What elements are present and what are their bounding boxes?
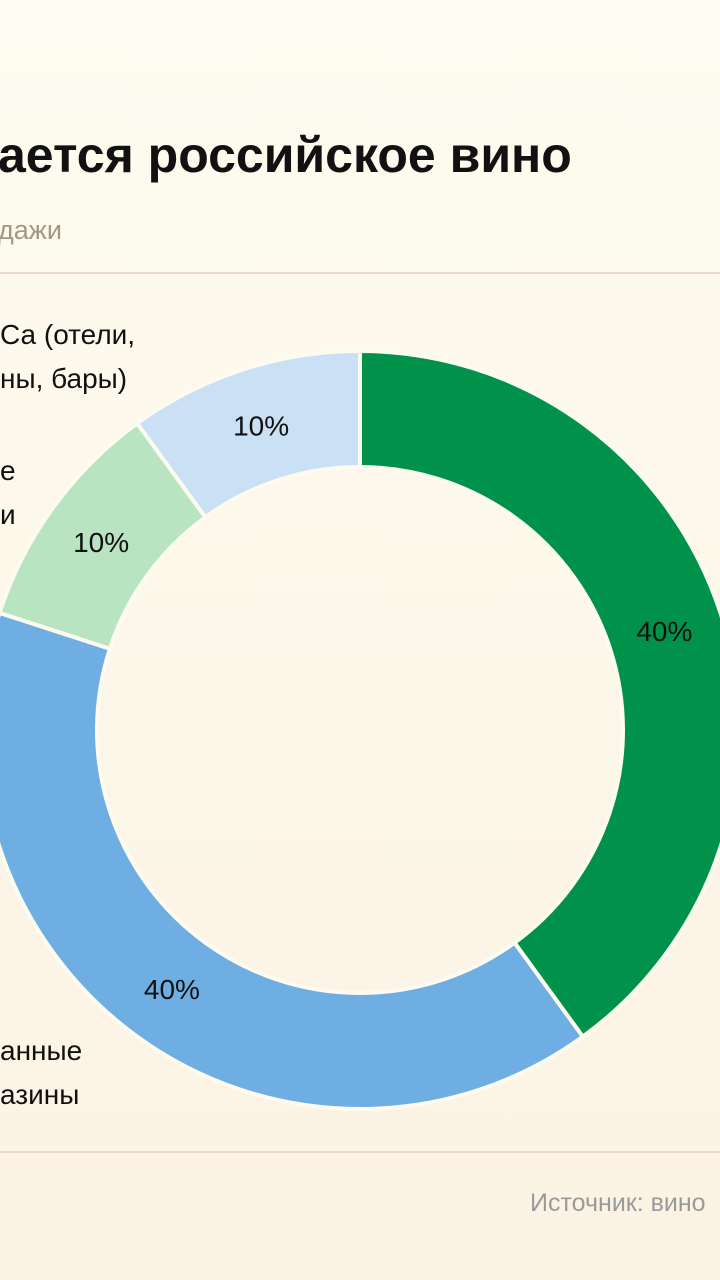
donut-segment — [0, 610, 586, 1111]
donut-segment — [358, 348, 720, 1040]
category-label: Са (отели, ны, бары) — [0, 319, 136, 394]
category-label: е и — [0, 455, 16, 530]
category-label: анные азины — [0, 1035, 83, 1110]
chart-title: ается российское вино — [0, 127, 572, 183]
value-label: 40% — [636, 616, 692, 647]
source: Источник: вино — [530, 1189, 706, 1217]
value-label: 40% — [144, 974, 200, 1005]
chart-subtitle: дажи — [0, 215, 62, 245]
value-label: 10% — [73, 527, 129, 558]
value-label: 10% — [233, 411, 289, 442]
donut-segment — [134, 348, 362, 521]
